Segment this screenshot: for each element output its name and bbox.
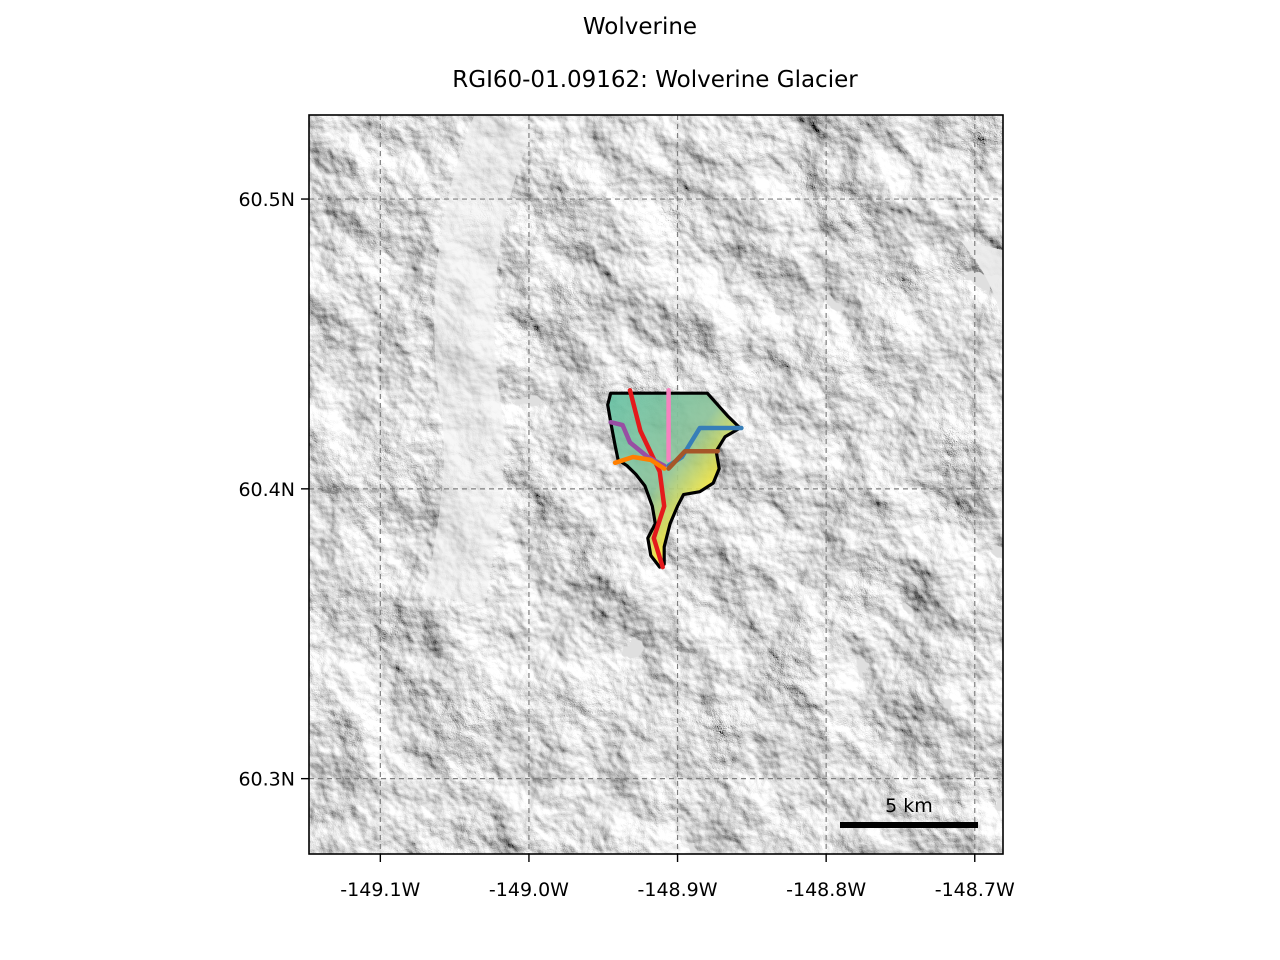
flowline-6 (612, 454, 667, 471)
glacier-overlay (606, 388, 744, 570)
lon-tick-label: -148.7W (935, 879, 1015, 901)
figure-suptitle: Wolverine (582, 14, 698, 40)
lat-tick-label: 60.4N (238, 479, 295, 501)
lat-tick-label: 60.3N (238, 769, 295, 791)
lon-tick-label: -148.8W (786, 879, 866, 901)
axis-ticks: -149.1W -149.0W -148.9W -148.8W -148.7W 60.5N… (238, 189, 1015, 901)
flowline-4 (666, 448, 720, 471)
lon-tick-label: -148.9W (638, 879, 718, 901)
map-title: RGI60-01.09162: Wolverine Glacier (452, 67, 858, 93)
map-frame (308, 114, 1004, 855)
lon-tick-label: -149.1W (340, 879, 420, 901)
lat-tick-label: 60.5N (238, 189, 295, 211)
scale-bar-label: 5 km (885, 795, 933, 817)
flowline-1 (627, 388, 667, 570)
lon-tick-label: -149.0W (489, 879, 569, 901)
